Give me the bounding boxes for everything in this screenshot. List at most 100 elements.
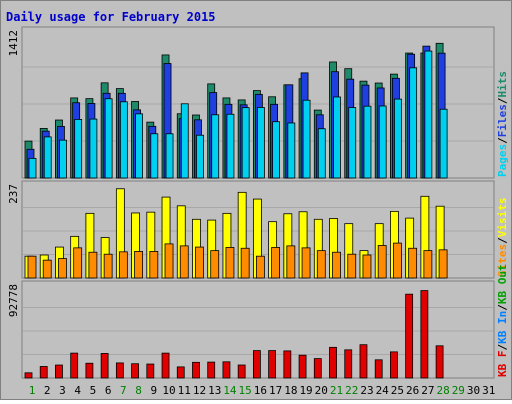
legend-separator: / [496,344,509,351]
bar-kb-f-17 [268,350,277,379]
bar-pages-3 [59,139,67,179]
x-tick-label: 18 [284,384,297,397]
legend-kb-out: KB Out [496,264,509,304]
bar-pages-26 [409,67,418,179]
bar-kb-f-19 [298,354,307,379]
panel-legend: Sites/Visits [496,198,509,278]
bar-sites-18 [286,245,296,279]
panel-max-label: 92778 [7,284,20,317]
x-tick-label: 5 [90,384,97,397]
x-tick-label: 8 [135,384,142,397]
bar-sites-20 [316,250,326,279]
panel-visits-sites: 237 Sites/Visits [7,180,509,279]
x-tick-label: 19 [299,384,312,397]
bar-kb-f-15 [237,364,246,379]
bar-pages-8 [135,113,143,179]
x-tick-label: 11 [178,384,191,397]
bar-pages-20 [317,128,326,179]
x-tick-label: 3 [59,384,66,397]
bar-pages-10 [165,133,174,179]
bar-kb-f-7 [115,362,124,379]
x-tick-label: 28 [436,384,449,397]
x-tick-label: 30 [467,384,480,397]
bar-kb-f-20 [313,358,322,379]
bar-kb-f-1 [24,372,33,379]
bar-pages-17 [272,121,281,179]
bar-pages-14 [226,113,235,179]
bar-pages-25 [394,98,402,179]
bar-kb-f-24 [374,359,383,379]
x-tick-label: 22 [345,384,358,397]
bar-pages-19 [302,99,311,179]
bar-sites-26 [408,247,418,279]
bar-pages-24 [378,105,387,179]
bar-kb-f-23 [359,344,368,379]
x-tick-label: 31 [482,384,495,397]
x-tick-label: 16 [254,384,267,397]
bar-sites-8 [134,251,143,279]
bar-kb-f-3 [55,364,63,379]
bar-sites-4 [73,247,83,279]
panel-max-label: 237 [7,184,20,204]
bar-pages-4 [74,119,83,179]
bar-sites-12 [195,246,204,279]
bar-pages-22 [348,107,357,179]
legend-hits: Hits [496,71,509,98]
bar-kb-f-22 [344,349,353,379]
bar-kb-f-6 [100,353,109,379]
bar-pages-28 [439,108,448,179]
bar-sites-23 [362,254,372,279]
bar-pages-15 [241,107,250,179]
bar-sites-2 [42,259,52,279]
bar-sites-7 [118,251,128,279]
bar-kb-f-12 [192,361,200,379]
x-tick-label: 7 [120,384,127,397]
x-tick-label: 24 [376,384,390,397]
bar-sites-1 [27,255,37,279]
bar-kb-f-21 [329,346,337,379]
bar-sites-5 [88,251,98,279]
bar-kb-f-13 [207,361,216,379]
bar-kb-f-26 [405,293,414,379]
bar-sites-17 [271,247,281,279]
bar-kb-f-11 [176,366,185,379]
bar-sites-27 [423,250,433,279]
x-tick-label: 15 [239,384,252,397]
panel-max-label: 1412 [7,30,20,57]
bar-pages-2 [43,136,52,179]
bar-pages-23 [363,105,372,179]
bar-pages-6 [104,98,113,179]
x-tick-label: 9 [150,384,157,397]
x-tick-label: 13 [208,384,221,397]
bar-sites-11 [179,245,189,279]
bar-sites-13 [210,250,220,279]
bar-kb-f-18 [283,350,292,379]
x-tick-label: 17 [269,384,282,397]
x-axis-labels: 1 2 3 4 5 6 7 8 9 10 11 12 13 14 15 16 17 18 19 20 21 22 23 24 2… [29,384,496,397]
bar-kb-f-8 [131,363,139,379]
legend-sites: Sites [496,244,509,277]
bar-pages-16 [256,107,265,179]
x-tick-label: 1 [29,384,36,397]
bar-pages-7 [119,101,128,179]
bar-pages-1 [28,157,37,179]
x-tick-label: 2 [44,384,51,397]
legend-separator: / [496,237,509,244]
x-tick-label: 12 [193,384,206,397]
x-tick-label: 10 [162,384,175,397]
bar-sites-16 [255,255,265,279]
bar-sites-28 [438,249,448,279]
x-tick-label: 6 [105,384,112,397]
bar-sites-15 [240,247,250,279]
bar-kb-f-16 [252,350,261,379]
bar-kb-f-27 [420,290,429,379]
x-tick-label: 29 [452,384,465,397]
bar-pages-21 [333,96,341,179]
legend-kb-f: KB F [496,351,509,378]
panel-legend: Pages/Files/Hits [496,71,509,177]
x-tick-label: 4 [74,384,81,397]
bar-sites-21 [332,251,341,279]
bar-sites-25 [393,242,402,279]
